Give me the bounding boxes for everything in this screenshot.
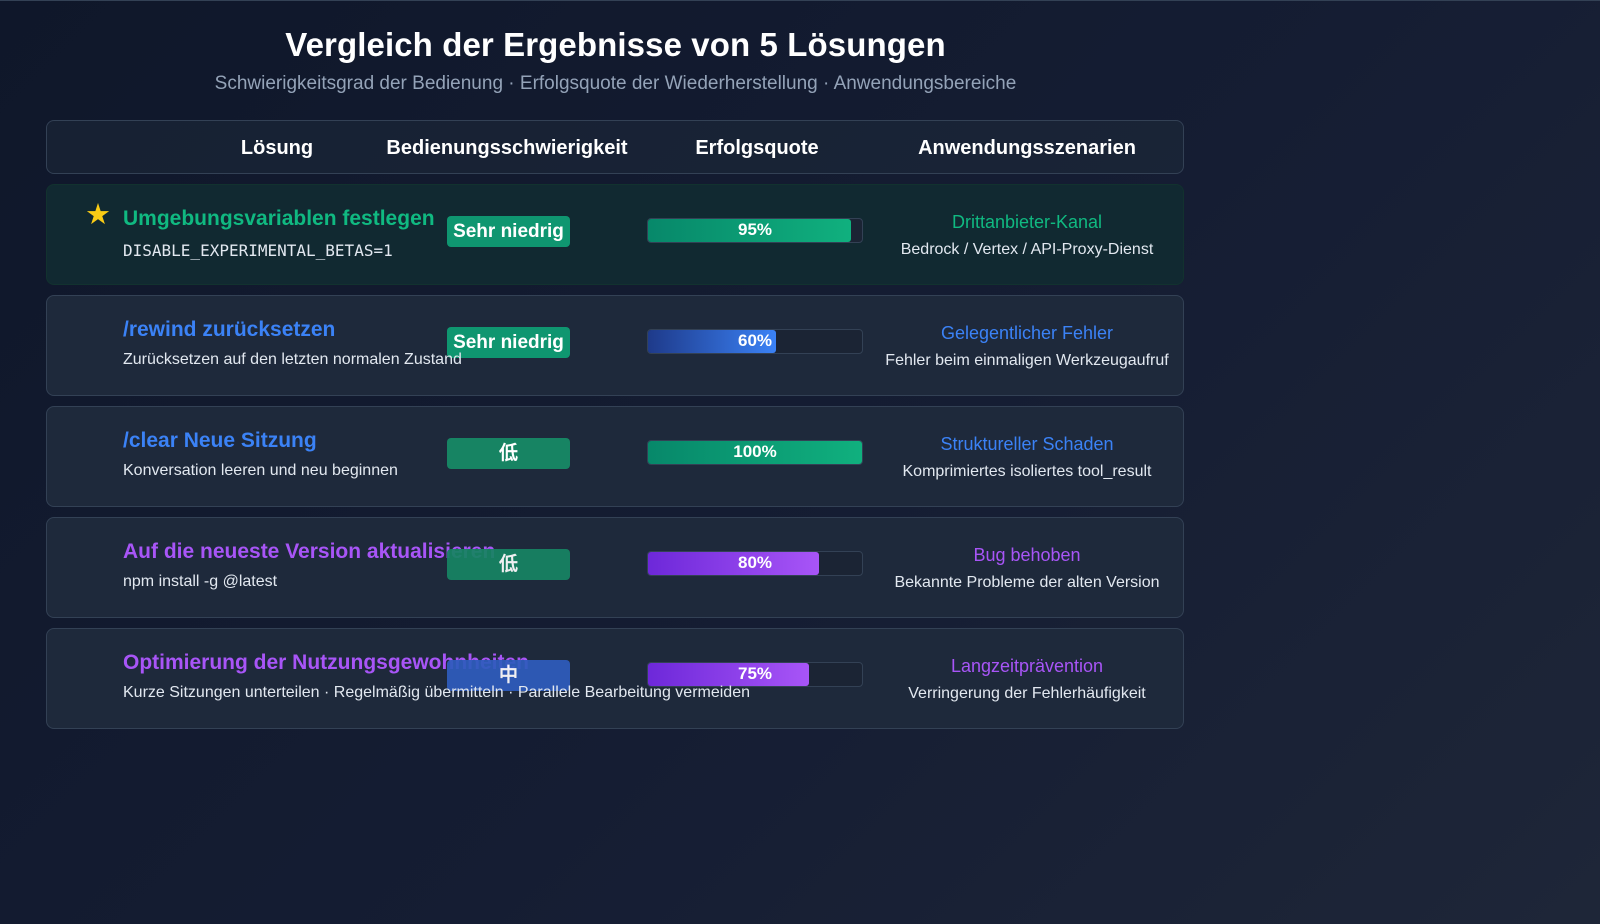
scenario-title: Drittanbieter-Kanal [951, 212, 1103, 232]
success-rate-fill [648, 330, 777, 353]
solution-name: /clear Neue Sitzung [123, 429, 317, 452]
scenario-title: Struktureller Schaden [940, 434, 1114, 454]
success-rate-bar: 80% [647, 551, 863, 576]
top-divider [0, 0, 1600, 1]
success-rate-label: 100% [733, 442, 777, 461]
success-rate-label: 80% [737, 553, 773, 572]
column-header-success-rate: Erfolgsquote [695, 137, 819, 159]
table-row: /clear Neue Sitzung Konversation leeren … [46, 406, 1184, 507]
success-rate-label: 75% [737, 664, 773, 683]
column-header-scenarios: Anwendungsszenarien [918, 137, 1136, 159]
table-row: /rewind zurücksetzen Zurücksetzen auf de… [46, 295, 1184, 396]
difficulty-badge: 低 [447, 438, 570, 469]
solution-description: Kurze Sitzungen unterteilen · Regelmäßig… [123, 684, 750, 701]
success-rate-bar: 95% [647, 218, 863, 243]
success-rate-fill [648, 219, 852, 242]
success-rate-label: 95% [737, 220, 773, 239]
solution-name: Auf die neueste Version aktualisieren [123, 540, 496, 563]
solution-name: Optimierung der Nutzungsgewohnheiten [123, 651, 529, 674]
solution-description: DISABLE_EXPERIMENTAL_BETAS=1 [123, 241, 393, 260]
scenario-title: Langzeitprävention [950, 656, 1104, 676]
scenario-description: Bekannte Probleme der alten Version [894, 574, 1160, 591]
column-header-solution: Lösung [240, 137, 314, 159]
star-icon: ★ [85, 199, 111, 231]
success-rate-bar: 100% [647, 440, 863, 465]
scenario-description: Komprimiertes isoliertes tool_result [902, 463, 1152, 480]
solution-name: /rewind zurücksetzen [123, 318, 336, 341]
table-row: ★ Umgebungsvariablen festlegen DISABLE_E… [46, 184, 1184, 285]
scenario-description: Verringerung der Fehlerhäufigkeit [908, 685, 1146, 702]
success-rate-fill [648, 441, 862, 464]
difficulty-badge: Sehr niedrig [447, 216, 570, 247]
difficulty-badge: 低 [447, 549, 570, 580]
column-header-difficulty: Bedienungsschwierigkeit [386, 137, 628, 159]
success-rate-fill [648, 552, 820, 575]
success-rate-label: 60% [737, 331, 773, 350]
success-rate-fill [648, 663, 809, 686]
success-rate-bar: 75% [647, 662, 863, 687]
scenario-title: Gelegentlicher Fehler [940, 323, 1114, 343]
scenario-title: Bug behoben [973, 545, 1081, 565]
page-title: Vergleich der Ergebnisse von 5 Lösungen [285, 26, 946, 63]
scenario-description: Bedrock / Vertex / API-Proxy-Dienst [900, 241, 1154, 258]
difficulty-badge: Sehr niedrig [447, 327, 570, 358]
scenario-description: Fehler beim einmaligen Werkzeugaufruf [885, 352, 1169, 369]
solution-description: npm install -g @latest [123, 573, 278, 590]
success-rate-bar: 60% [647, 329, 863, 354]
page-subtitle: Schwierigkeitsgrad der Bedienung · Erfol… [214, 73, 1017, 94]
solution-name: Umgebungsvariablen festlegen [123, 207, 435, 230]
table-row: Optimierung der Nutzungsgewohnheiten Kur… [46, 628, 1184, 729]
table-row: Auf die neueste Version aktualisieren np… [46, 517, 1184, 618]
table-header: Lösung Bedienungsschwierigkeit Erfolgsqu… [46, 120, 1184, 174]
difficulty-badge: 中 [447, 660, 570, 691]
solution-description: Zurücksetzen auf den letzten normalen Zu… [123, 351, 462, 368]
solution-description: Konversation leeren und neu beginnen [123, 462, 398, 479]
